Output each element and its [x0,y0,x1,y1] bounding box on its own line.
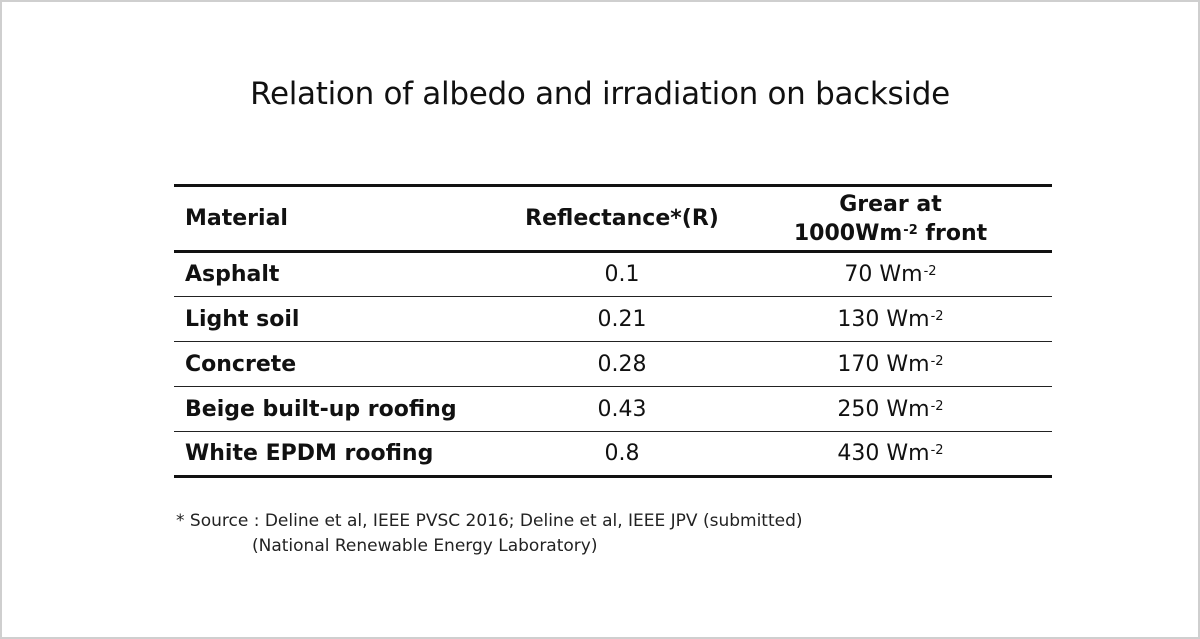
cell-gear-unit: Wm [886,351,930,377]
cell-material: Asphalt [185,262,280,287]
cell-reflectance: 0.1 [604,262,640,287]
cell-gear-unit-exponent: -2 [930,398,944,414]
cell-material: White EPDM roofing [185,441,434,466]
cell-gear-unit-exponent: -2 [930,443,944,458]
albedo-table: Material Reflectance*(R) Grear at 1000Wm… [174,184,1052,478]
cell-gear-value: 70 [844,262,873,287]
albedo-table-container: Material Reflectance*(R) Grear at 1000Wm… [174,184,1052,478]
cell-reflectance: 0.8 [604,441,640,466]
cell-gear: 430 Wm-2 [729,432,1052,477]
cell-gear-unit: Wm [886,306,930,332]
header-gear-line2: 1000Wm-2 front [729,218,1052,247]
cell-gear-value: 170 [837,351,880,377]
header-gear-line2-suffix: front [917,221,988,246]
cell-gear-value: 130 [837,306,880,332]
table-row: Beige built-up roofing 0.43 250 Wm-2 [174,387,1052,432]
cell-reflectance: 0.43 [597,396,647,422]
cell-gear: 170 Wm-2 [729,342,1052,387]
table-header: Material Reflectance*(R) Grear at 1000Wm… [174,186,1052,252]
cell-material: Beige built-up roofing [185,396,457,422]
cell-gear-unit: Wm [886,396,930,422]
cell-gear: 250 Wm-2 [729,387,1052,432]
table-row: Asphalt 0.1 70 Wm-2 [174,252,1052,297]
header-row: Material Reflectance*(R) Grear at 1000Wm… [174,186,1052,252]
source-footnote: * Source : Deline et al, IEEE PVSC 2016;… [176,509,803,559]
cell-material: Light soil [185,306,300,332]
cell-material: Concrete [185,351,297,377]
cell-gear: 130 Wm-2 [729,297,1052,342]
header-reflectance: Reflectance*(R) [525,206,719,231]
header-gear-line2-prefix: 1000Wm [793,221,903,246]
table-row: Concrete 0.28 170 Wm-2 [174,342,1052,387]
header-material: Material [185,206,288,231]
page-title: Relation of albedo and irradiation on ba… [250,76,950,112]
table-row: White EPDM roofing 0.8 430 Wm-2 [174,432,1052,477]
cell-gear-unit: Wm [886,441,930,466]
cell-gear-unit-exponent: -2 [930,308,944,324]
cell-gear: 70 Wm-2 [729,252,1052,297]
cell-gear-unit-exponent: -2 [930,353,944,369]
table-body: Asphalt 0.1 70 Wm-2 Light soil 0.21 130 … [174,252,1052,477]
header-gear-line1: Grear at [839,192,942,217]
cell-gear-value: 250 [837,396,880,422]
footnote-line-1: * Source : Deline et al, IEEE PVSC 2016;… [176,511,803,531]
header-gear: Grear at 1000Wm-2 front [729,186,1052,252]
footnote-line-2: (National Renewable Energy Laboratory) [252,536,598,556]
table-row: Light soil 0.21 130 Wm-2 [174,297,1052,342]
cell-gear-value: 430 [837,441,880,466]
cell-gear-unit: Wm [879,262,923,287]
cell-reflectance: 0.28 [597,351,647,377]
cell-gear-unit-exponent: -2 [923,264,937,279]
header-gear-line2-exponent: -2 [903,223,918,238]
cell-reflectance: 0.21 [597,306,647,332]
